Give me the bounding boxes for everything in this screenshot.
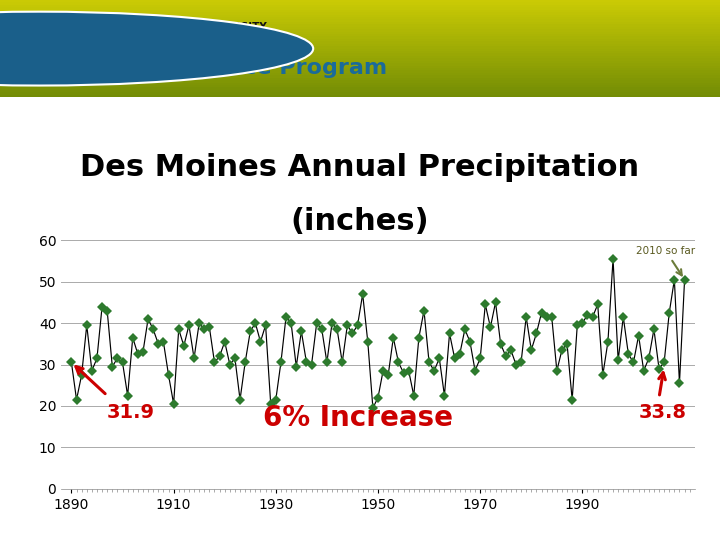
Bar	[0, 71, 720, 73]
Bar	[0, 53, 720, 56]
Bar	[0, 68, 720, 71]
Bar	[0, 56, 720, 58]
Bar	[0, 0, 720, 3]
Bar	[0, 36, 720, 39]
Bar	[0, 95, 720, 97]
Bar	[0, 31, 720, 34]
Bar	[0, 34, 720, 37]
Bar	[0, 10, 720, 12]
Bar	[0, 80, 720, 83]
Bar	[0, 58, 720, 60]
Bar	[0, 83, 720, 85]
Text: IOWA STATE UNIVERSITY: IOWA STATE UNIVERSITY	[122, 22, 267, 32]
Bar	[0, 61, 720, 63]
Bar	[0, 92, 720, 95]
Bar	[0, 63, 720, 65]
Bar	[0, 12, 720, 15]
Bar	[0, 26, 720, 29]
Text: 33.8: 33.8	[639, 403, 687, 422]
Bar	[0, 15, 720, 17]
Bar	[0, 73, 720, 76]
Bar	[0, 39, 720, 42]
Bar	[0, 49, 720, 51]
Bar	[0, 44, 720, 46]
Text: Des Moines Annual Precipitation: Des Moines Annual Precipitation	[81, 153, 639, 182]
Bar	[0, 29, 720, 31]
Bar	[0, 76, 720, 78]
Bar	[0, 22, 720, 24]
Bar	[0, 78, 720, 80]
Bar	[0, 65, 720, 68]
Bar	[0, 87, 720, 90]
Bar	[0, 51, 720, 53]
Text: 31.9: 31.9	[107, 403, 156, 422]
Text: Climate Science Program: Climate Science Program	[72, 58, 387, 78]
Text: 2010 so far: 2010 so far	[636, 246, 696, 275]
Bar	[0, 90, 720, 92]
Bar	[0, 85, 720, 87]
Text: 6% Increase: 6% Increase	[263, 404, 453, 433]
Circle shape	[0, 12, 313, 85]
Bar	[0, 24, 720, 26]
Bar	[0, 46, 720, 49]
Bar	[0, 3, 720, 5]
Text: (inches): (inches)	[291, 207, 429, 236]
Bar	[0, 5, 720, 7]
Bar	[0, 42, 720, 44]
Bar	[0, 17, 720, 19]
Bar	[0, 8, 720, 10]
Bar	[0, 19, 720, 22]
